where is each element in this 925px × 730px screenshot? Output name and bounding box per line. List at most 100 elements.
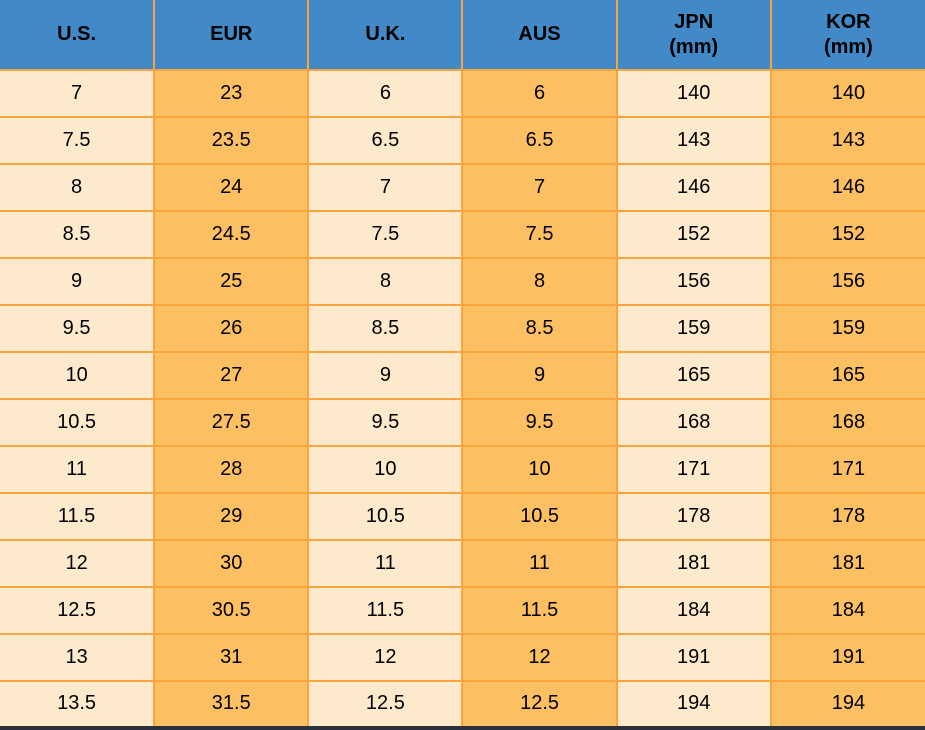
table-cell: 23 [153,69,310,118]
table-cell: 30 [153,538,310,588]
table-cell: 194 [615,679,772,726]
table-cell: 168 [769,397,925,447]
table-cell: 12 [461,632,618,682]
table-cell: 7.5 [461,209,618,259]
table-cell: 7.5 [0,115,156,165]
column-label: U.K. [365,23,406,45]
table-row: 11.5 29 10.5 10.5 178 178 [0,491,925,541]
table-row: 8 24 7 7 146 146 [0,162,925,212]
table-cell: 9 [307,350,464,400]
table-row: 9.5 26 8.5 8.5 159 159 [0,303,925,353]
table-cell: 8 [307,256,464,306]
table-row: 13 31 12 12 191 191 [0,632,925,682]
table-cell: 12 [307,632,464,682]
table-cell: 12.5 [461,679,618,726]
table-cell: 9.5 [307,397,464,447]
column-unit: (mm) [669,35,719,58]
table-cell: 11 [461,538,618,588]
table-cell: 171 [615,444,772,494]
table-cell: 11.5 [307,585,464,635]
table-cell: 25 [153,256,310,306]
table-cell: 9 [461,350,618,400]
table-cell: 10.5 [0,397,156,447]
table-cell: 24.5 [153,209,310,259]
column-header-jpn-mm: JPN (mm) [615,0,772,71]
table-cell: 140 [615,69,772,118]
table-cell: 6 [307,69,464,118]
table-row: 9 25 8 8 156 156 [0,256,925,306]
table-cell: 165 [615,350,772,400]
table-cell: 194 [769,679,925,726]
table-cell: 140 [769,69,925,118]
table-cell: 12.5 [0,585,156,635]
table-cell: 12 [0,538,156,588]
table-cell: 152 [769,209,925,259]
column-header-u-s: U.S. [0,0,156,71]
table-cell: 159 [769,303,925,353]
table-cell: 156 [615,256,772,306]
table-row: 7 23 6 6 140 140 [0,69,925,118]
table-cell: 11 [307,538,464,588]
table-cell: 181 [615,538,772,588]
table-cell: 26 [153,303,310,353]
table-cell: 7 [0,69,156,118]
column-label: KOR [826,10,871,33]
table-cell: 8.5 [461,303,618,353]
table-cell: 27 [153,350,310,400]
table-cell: 8 [461,256,618,306]
table-cell: 9.5 [461,397,618,447]
table-header: U.S. EUR U.K. AUS JPN (mm) KOR (mm) [0,0,925,71]
table-cell: 10 [461,444,618,494]
table-cell: 30.5 [153,585,310,635]
column-header-eur: EUR [153,0,310,71]
table-cell: 171 [769,444,925,494]
table-cell: 146 [769,162,925,212]
table-cell: 178 [769,491,925,541]
bottom-edge-bar [0,726,925,730]
column-label: JPN [674,10,714,33]
table-cell: 152 [615,209,772,259]
table-cell: 8.5 [0,209,156,259]
column-header-aus: AUS [461,0,618,71]
table-cell: 27.5 [153,397,310,447]
column-header-kor-mm: KOR (mm) [769,0,925,71]
table-row: 10 27 9 9 165 165 [0,350,925,400]
table-cell: 184 [615,585,772,635]
table-cell: 10.5 [307,491,464,541]
table-cell: 143 [769,115,925,165]
table-body: 7 23 6 6 140 140 7.5 23.5 6.5 6.5 143 143 8 24 7 7 146 14… [0,69,925,726]
table-row: 13.5 31.5 12.5 12.5 194 194 [0,679,925,726]
table-cell: 29 [153,491,310,541]
table-cell: 191 [615,632,772,682]
table-row: 8.5 24.5 7.5 7.5 152 152 [0,209,925,259]
table-cell: 13 [0,632,156,682]
table-cell: 10.5 [461,491,618,541]
table-cell: 9 [0,256,156,306]
table-cell: 9.5 [0,303,156,353]
table-cell: 7 [461,162,618,212]
table-cell: 8.5 [307,303,464,353]
table-cell: 6 [461,69,618,118]
column-label: AUS [518,23,561,45]
table-cell: 6.5 [461,115,618,165]
table-cell: 13.5 [0,679,156,726]
table-cell: 143 [615,115,772,165]
table-cell: 165 [769,350,925,400]
table-row: 10.5 27.5 9.5 9.5 168 168 [0,397,925,447]
table-cell: 11.5 [0,491,156,541]
table-row: 11 28 10 10 171 171 [0,444,925,494]
table-cell: 31.5 [153,679,310,726]
column-header-u-k: U.K. [307,0,464,71]
table-cell: 7 [307,162,464,212]
header-row: U.S. EUR U.K. AUS JPN (mm) KOR (mm) [0,0,925,71]
table-cell: 146 [615,162,772,212]
table-cell: 191 [769,632,925,682]
table-cell: 31 [153,632,310,682]
table-cell: 184 [769,585,925,635]
table-row: 7.5 23.5 6.5 6.5 143 143 [0,115,925,165]
table-cell: 181 [769,538,925,588]
column-unit: (mm) [823,35,873,58]
table-cell: 156 [769,256,925,306]
